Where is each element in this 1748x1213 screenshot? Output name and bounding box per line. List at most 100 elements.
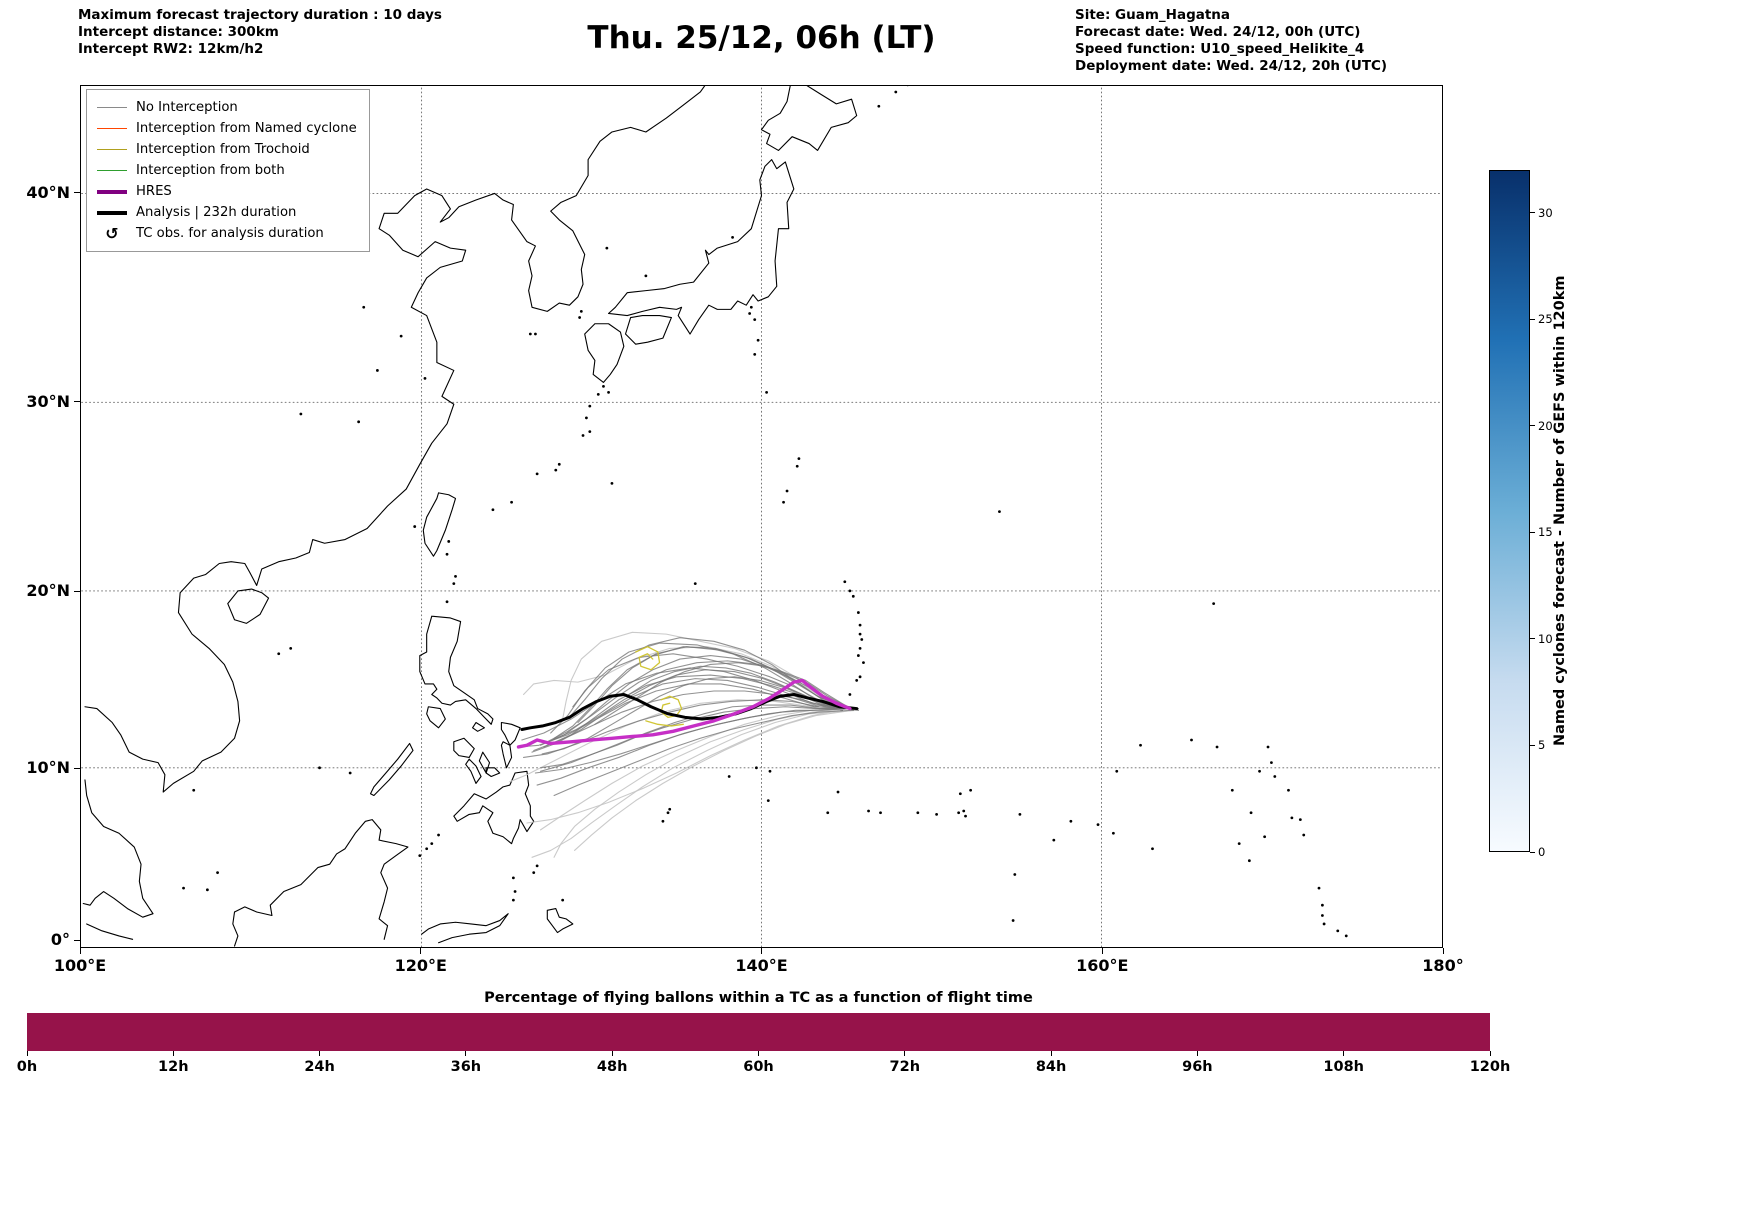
x-tick-label: 140°E: [735, 956, 788, 975]
param-intercept-distance: Intercept distance: 300km: [78, 24, 279, 40]
island-dot: [192, 788, 196, 792]
island-dot: [557, 462, 561, 466]
colorbar-label: Named cyclones forecast - Number of GEFS…: [1552, 275, 1568, 747]
island-dot: [362, 305, 366, 309]
island-dot: [596, 392, 600, 396]
island-dot: [856, 654, 860, 657]
island-dot: [588, 404, 592, 408]
map-axes: No Interception Interception from Named c…: [80, 85, 1443, 948]
island-dot: [969, 788, 973, 792]
x-tick-label: 120°E: [394, 956, 447, 975]
island-dot: [1230, 788, 1234, 792]
island-dot: [425, 847, 429, 851]
island-dot: [848, 589, 852, 593]
island-dot: [413, 525, 417, 528]
colorbar: [1489, 170, 1530, 852]
y-tick-label: 10°N: [26, 758, 70, 778]
island-dot: [513, 890, 517, 893]
trajectory-no_interception_light: [531, 709, 859, 858]
tc-obs-symbol: ↺: [105, 224, 119, 243]
island-dot: [445, 552, 449, 556]
island-dot: [1018, 813, 1022, 816]
trajectory-no_interception: [546, 660, 854, 743]
island-dot: [532, 871, 536, 875]
island-dot: [454, 574, 457, 578]
island-dot: [836, 790, 840, 794]
island-dot: [867, 809, 870, 813]
island-dot: [768, 769, 772, 773]
legend: No Interception Interception from Named c…: [86, 89, 370, 252]
island-dot: [511, 876, 515, 880]
island-dot: [585, 416, 588, 420]
island-dot: [666, 811, 670, 815]
y-tick-mark: [74, 590, 80, 592]
legend-line: [97, 148, 127, 151]
figure-title: Thu. 25/12, 06h (LT): [587, 20, 936, 56]
island-dot: [795, 464, 799, 468]
island-dot: [964, 814, 967, 818]
island-dot: [1111, 831, 1115, 835]
island-dot: [843, 580, 847, 584]
x-tick-label: 180°: [1422, 956, 1464, 975]
coastline: [624, 315, 672, 345]
trajectory-no_interception_light: [553, 708, 849, 858]
island-dot: [962, 809, 966, 813]
colorbar-tick-mark: [1530, 851, 1535, 853]
bottom-tick-mark: [1489, 1051, 1491, 1056]
bottom-tick-mark: [465, 1051, 467, 1056]
coastline: [760, 86, 858, 151]
site-label: Site: Guam_Hagatna: [1075, 7, 1231, 23]
colorbar-tick-label: 10: [1538, 631, 1553, 646]
island-dot: [731, 235, 734, 239]
coastline: [478, 751, 491, 774]
legend-swatch: [97, 169, 127, 172]
legend-line: [97, 189, 127, 194]
legend-item-label: Interception from both: [136, 163, 285, 178]
legend-swatch: [97, 148, 127, 151]
island-dot: [602, 385, 605, 388]
trajectory-no_interception: [553, 646, 859, 739]
colorbar-tick-mark: [1530, 318, 1535, 320]
bottom-tick-mark: [1343, 1051, 1345, 1056]
param-max-duration: Maximum forecast trajectory duration : 1…: [78, 7, 442, 23]
colorbar-tick-mark: [1530, 212, 1535, 214]
bottom-tick-mark: [611, 1051, 613, 1056]
trajectory-no_interception: [534, 708, 849, 774]
legend-item-label: Interception from Named cyclone: [136, 121, 357, 136]
island-dot: [797, 457, 801, 461]
island-dot: [1096, 823, 1100, 827]
island-dot: [998, 510, 1001, 514]
island-dot: [858, 632, 862, 636]
map-canvas: [81, 86, 1442, 947]
header-left-block: Maximum forecast trajectory duration : 1…: [78, 7, 442, 58]
colorbar-tick-label: 30: [1538, 205, 1553, 220]
colorbar-tick-label: 20: [1538, 418, 1553, 433]
x-tick-mark: [79, 948, 81, 954]
y-tick-mark: [74, 192, 80, 194]
bottom-tick-mark: [1196, 1051, 1198, 1056]
island-dot: [1270, 761, 1273, 765]
coastline: [494, 86, 706, 312]
island-dot: [1247, 859, 1251, 863]
bottom-chart-bar: [27, 1013, 1490, 1051]
coastline: [472, 721, 485, 732]
colorbar-tick-label: 25: [1538, 312, 1553, 327]
legend-item: No Interception: [97, 97, 357, 118]
island-dot: [756, 338, 760, 342]
bottom-tick-label: 96h: [1182, 1059, 1213, 1075]
legend-line: [97, 106, 127, 109]
coastline: [421, 913, 509, 944]
legend-item: ↺ TC obs. for analysis duration: [97, 223, 357, 244]
island-dot: [1322, 922, 1326, 926]
y-tick-mark: [74, 939, 80, 941]
legend-item-label: No Interception: [136, 100, 238, 115]
trajectory-no_interception: [517, 683, 854, 748]
legend-item: Interception from Trochoid: [97, 139, 357, 160]
coastline: [465, 758, 482, 784]
legend-item: Interception from Named cyclone: [97, 118, 357, 139]
x-tick-label: 160°E: [1076, 956, 1129, 975]
island-dot: [1258, 769, 1261, 773]
island-dot: [205, 888, 209, 892]
x-tick-mark: [1442, 948, 1444, 954]
